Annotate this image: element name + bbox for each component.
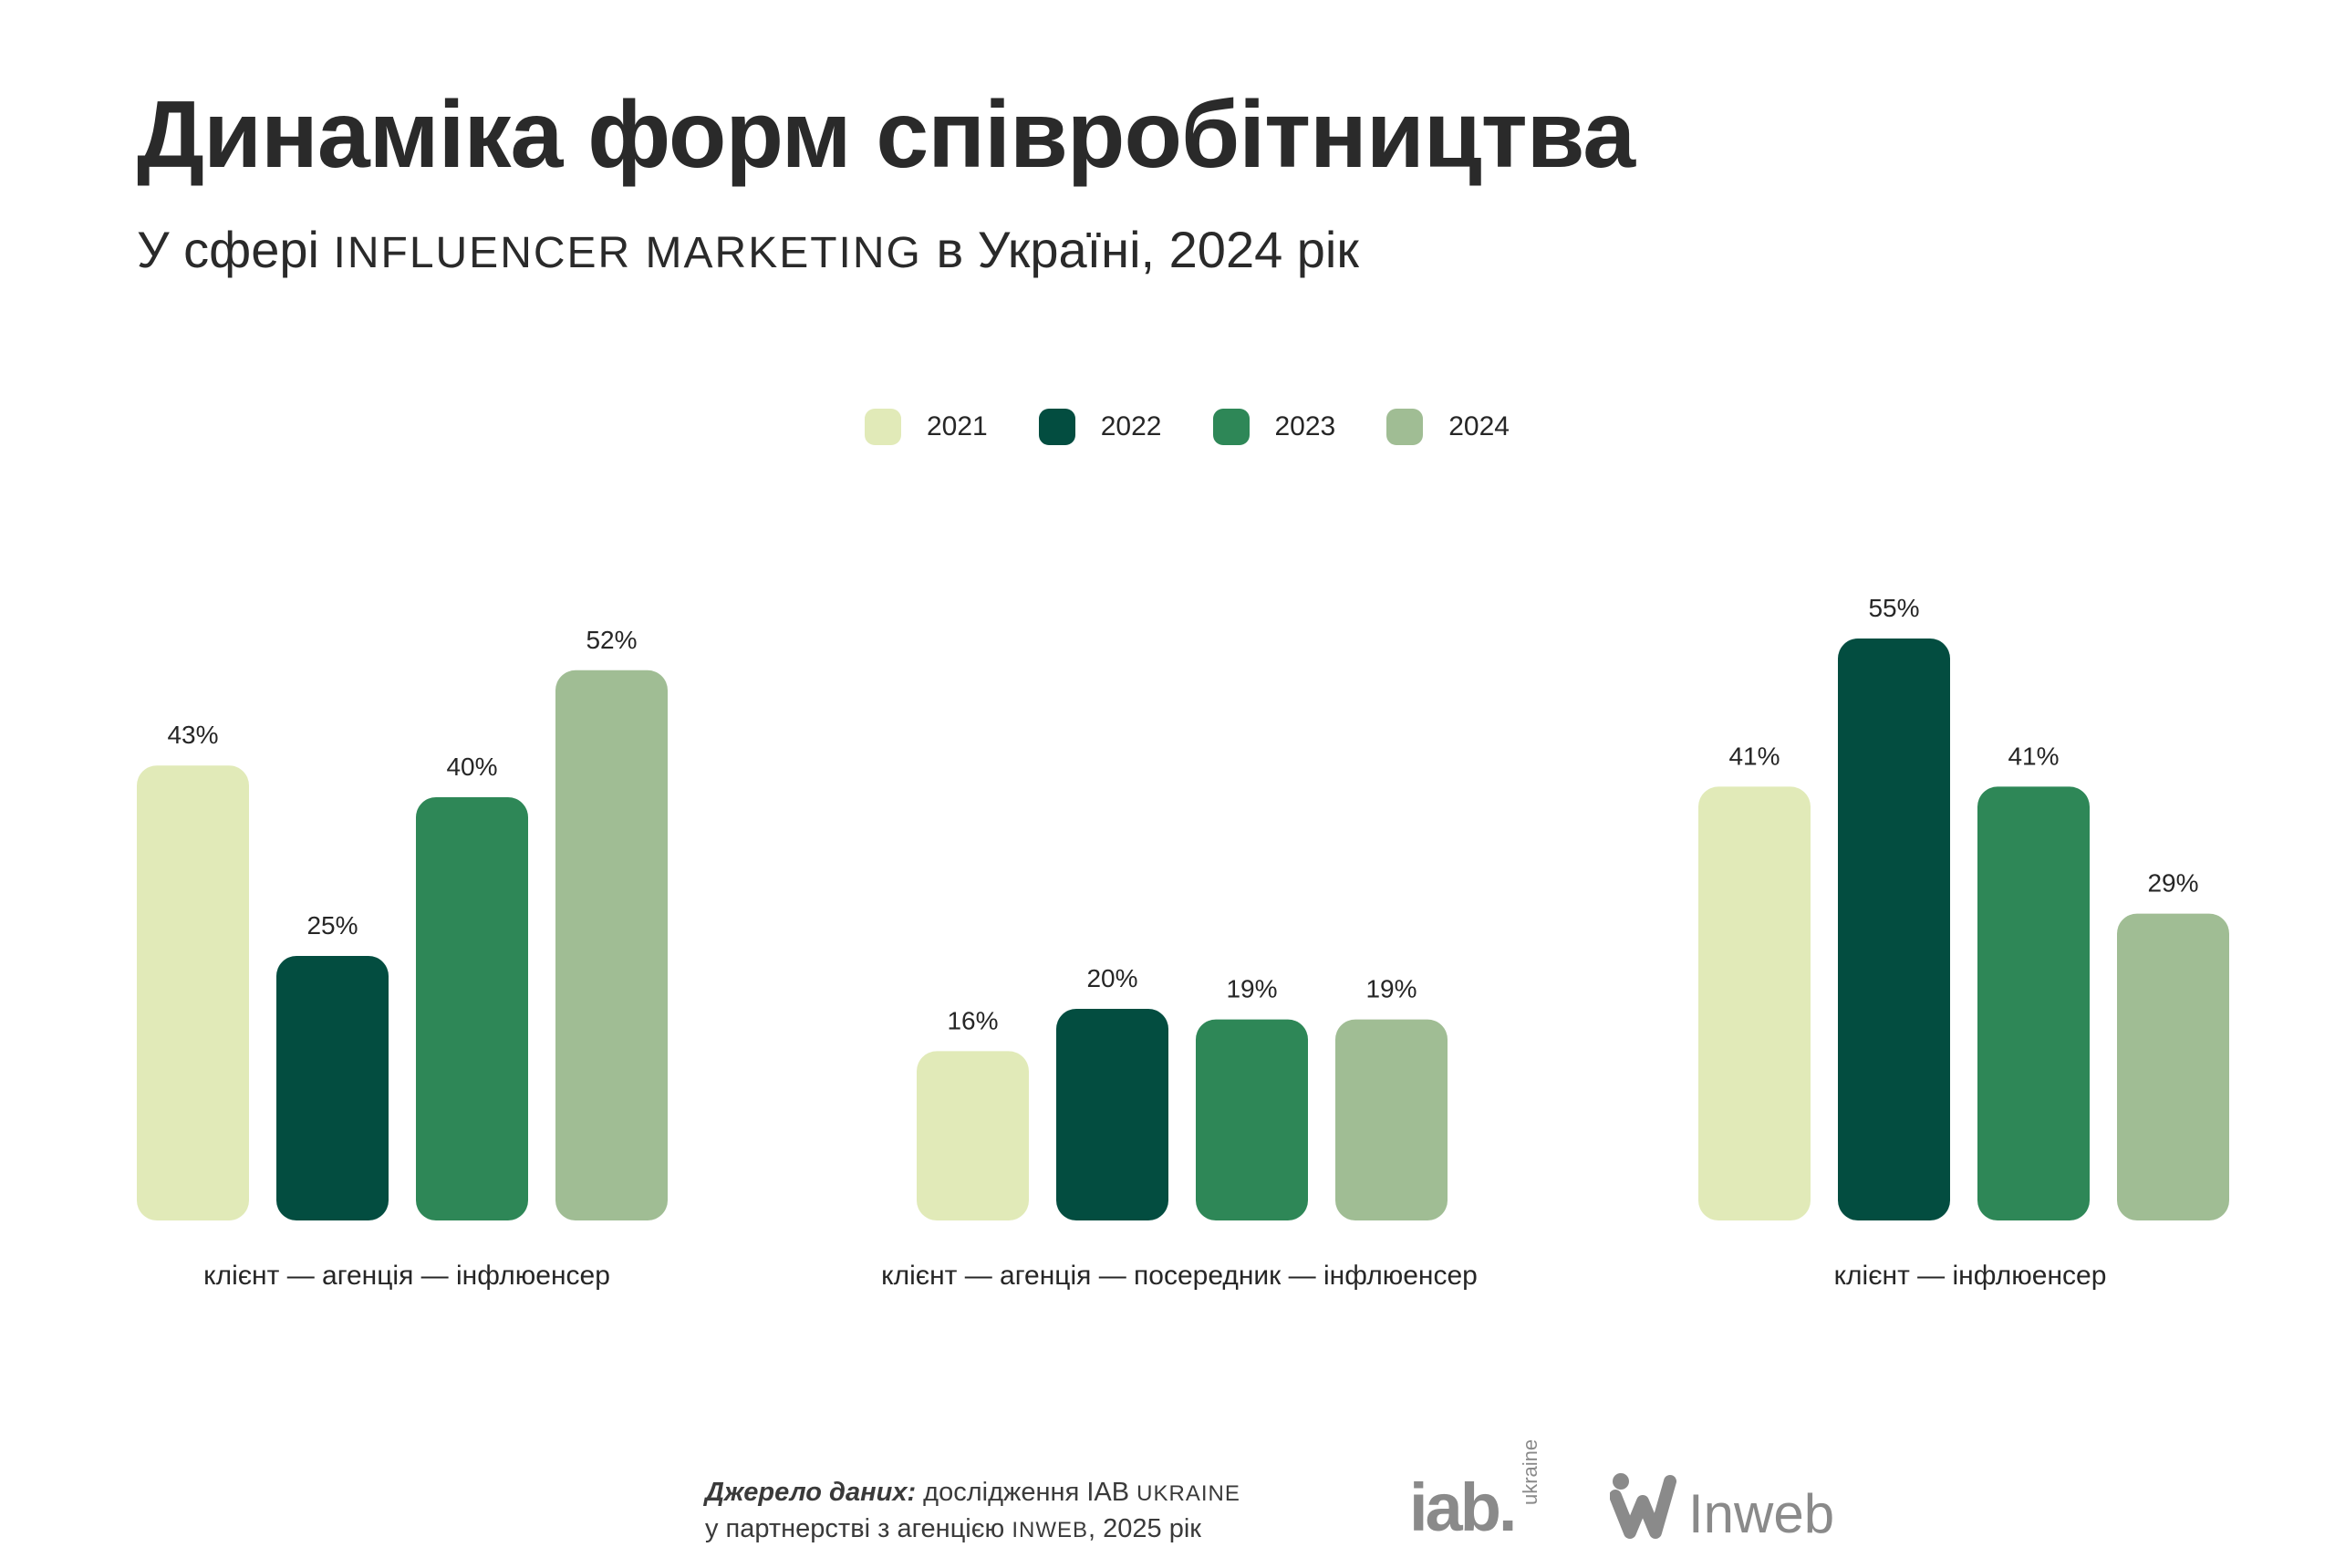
bar-chart: 43% 25% 40% 52% клієнт — агенція — інфлюенсе… — [137, 594, 2229, 1291]
category-label: клієнт — агенція — посередник — інфлюенс… — [881, 1261, 1478, 1291]
legend-item-2023: 2023 — [1212, 409, 1336, 445]
legend-item-2021: 2021 — [865, 409, 988, 445]
inweb-logo-text: Inweb — [1688, 1483, 1834, 1542]
bar-2022-group-1 — [276, 956, 389, 1220]
bar-2024-group-3 — [2117, 913, 2229, 1220]
data-label: 16% — [947, 1006, 998, 1034]
iab-ukraine-logo: iab. ukraine — [1409, 1439, 1541, 1542]
iab-logo-subtext: ukraine — [1519, 1439, 1541, 1505]
source-line-1: Джерело даних: дослідження IAB UKRAINE — [705, 1475, 1240, 1511]
data-label: 19% — [1226, 975, 1277, 1003]
legend-swatch — [1386, 409, 1424, 445]
inweb-logo: Inweb — [1610, 1473, 1834, 1542]
bar-2021-group-3 — [1698, 786, 1811, 1220]
data-label: 20% — [1086, 964, 1137, 992]
subtitle-caps: INFLUENCER MARKETING — [333, 229, 922, 277]
data-label: 25% — [306, 911, 358, 940]
data-label: 19% — [1365, 975, 1417, 1003]
legend-label: 2023 — [1274, 411, 1336, 441]
chart-title: Динаміка форм співробітництва — [137, 82, 1635, 188]
data-label: 55% — [1868, 594, 1919, 622]
legend-label: 2022 — [1100, 411, 1162, 441]
source-label: Джерело даних: — [705, 1478, 917, 1507]
bar-2023-group-1 — [416, 797, 528, 1220]
bar-2021-group-1 — [137, 765, 249, 1220]
legend-label: 2021 — [927, 411, 988, 441]
data-label: 41% — [1728, 742, 1780, 770]
bar-2022-group-2 — [1056, 1009, 1168, 1220]
source-line-2: у партнерстві з агенцією INWEB, 2025 рік — [705, 1511, 1240, 1548]
bar-2023-group-2 — [1196, 1019, 1308, 1220]
source-line2-caps: INWEB — [1012, 1518, 1089, 1542]
source-note: Джерело даних: дослідження IAB UKRAINE у… — [705, 1475, 1240, 1548]
category-label: клієнт — інфлюенсер — [1834, 1261, 2107, 1291]
subtitle-suffix: в Україні, 2024 рік — [921, 221, 1359, 278]
legend-swatch — [1038, 409, 1075, 445]
bar-2023-group-3 — [1977, 786, 2090, 1220]
legend-item-2024: 2024 — [1386, 409, 1510, 445]
bar-2021-group-2 — [917, 1051, 1029, 1220]
source-line2-text: у партнерстві з агенцією — [705, 1514, 1012, 1543]
source-line2-end: , 2025 рік — [1088, 1514, 1201, 1543]
data-label: 52% — [586, 626, 637, 654]
category-label: клієнт — агенція — інфлюенсер — [203, 1261, 610, 1291]
data-label: 41% — [2008, 742, 2059, 770]
data-label: 29% — [2147, 869, 2198, 898]
bar-2022-group-3 — [1838, 639, 1950, 1220]
iab-logo-text: iab. — [1409, 1469, 1514, 1542]
inweb-w-icon — [1610, 1473, 1676, 1539]
legend-item-2022: 2022 — [1038, 409, 1162, 445]
legend-swatch — [865, 409, 901, 445]
data-label: 43% — [167, 721, 218, 749]
source-line1-caps: UKRAINE — [1136, 1481, 1240, 1506]
legend-swatch — [1212, 409, 1250, 445]
chart-subtitle: У сфері INFLUENCER MARKETING в Україні, … — [137, 224, 1359, 275]
bar-2024-group-2 — [1335, 1019, 1448, 1220]
chart-legend: 2021 2022 2023 2024 — [865, 409, 1561, 445]
legend-label: 2024 — [1448, 411, 1510, 441]
source-line1-text: дослідження IAB — [916, 1478, 1137, 1507]
data-label: 40% — [446, 753, 497, 781]
subtitle-prefix: У сфері — [137, 221, 334, 278]
bar-2024-group-1 — [555, 670, 668, 1220]
